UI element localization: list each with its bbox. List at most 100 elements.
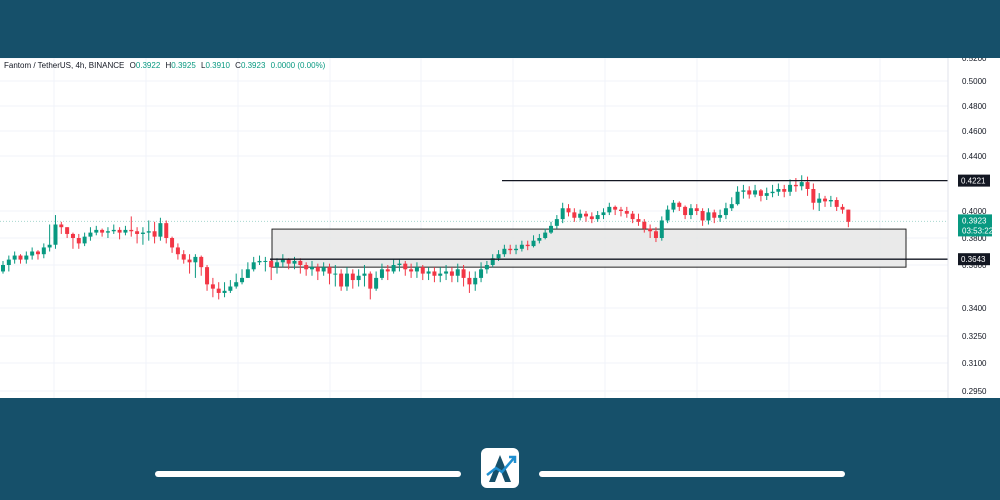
candle-body bbox=[653, 231, 658, 238]
candle-body bbox=[467, 277, 472, 285]
candle-body bbox=[782, 189, 787, 192]
candle-body bbox=[648, 228, 653, 232]
candle-body bbox=[479, 269, 484, 278]
candle-body bbox=[129, 229, 134, 232]
candle-body bbox=[514, 248, 519, 251]
candle-body bbox=[549, 225, 554, 233]
price-tick-label: 0.3250 bbox=[962, 332, 987, 341]
candle-body bbox=[432, 271, 437, 276]
candle-body bbox=[339, 273, 344, 287]
candle-body bbox=[146, 231, 151, 233]
candle-body bbox=[1, 265, 5, 272]
candle-body bbox=[793, 184, 798, 187]
candle-body bbox=[140, 232, 145, 234]
candle-body bbox=[729, 204, 734, 209]
candle-body bbox=[47, 244, 52, 248]
candle-body bbox=[374, 277, 379, 289]
candle-body bbox=[414, 267, 419, 272]
candle-body bbox=[420, 267, 425, 274]
candle-body bbox=[368, 273, 373, 289]
candle-body bbox=[723, 208, 728, 216]
candle-body bbox=[205, 267, 210, 285]
candle-body bbox=[76, 238, 81, 244]
candle-body bbox=[356, 275, 361, 281]
candle-body bbox=[216, 288, 221, 293]
candle-body bbox=[584, 213, 588, 217]
candle-body bbox=[764, 193, 769, 196]
candle-body bbox=[304, 265, 309, 270]
candle-body bbox=[263, 260, 268, 262]
candle-body bbox=[543, 232, 548, 238]
candle-body bbox=[321, 267, 326, 272]
candle-body bbox=[65, 227, 70, 234]
candle-body bbox=[385, 269, 390, 272]
candle-body bbox=[94, 229, 99, 233]
candle-body bbox=[397, 263, 402, 265]
candle-body bbox=[706, 212, 711, 221]
candle-body bbox=[18, 255, 23, 260]
candle-body bbox=[624, 211, 629, 214]
candle-body bbox=[455, 269, 460, 276]
candle-body bbox=[12, 255, 17, 260]
candle-body bbox=[519, 244, 524, 249]
candle-body bbox=[105, 231, 110, 233]
candle-body bbox=[735, 191, 740, 205]
candle-body bbox=[788, 184, 793, 192]
candle-body bbox=[158, 223, 163, 237]
candle-body bbox=[473, 277, 478, 285]
candle-body bbox=[152, 231, 157, 237]
candle-body bbox=[537, 238, 542, 241]
candle-body bbox=[572, 212, 577, 218]
candle-body bbox=[607, 206, 612, 213]
top-banner bbox=[0, 0, 1000, 58]
low-label: L bbox=[201, 61, 206, 70]
candle-body bbox=[327, 267, 332, 274]
candle-body bbox=[251, 262, 256, 270]
candle-body bbox=[747, 190, 752, 195]
candle-body bbox=[578, 213, 583, 218]
candle-body bbox=[595, 215, 600, 220]
close-value: 0.3923 bbox=[240, 61, 266, 70]
symbol-info: Fantom / TetherUS, 4h, BINANCE bbox=[4, 61, 125, 70]
candlestick-chart[interactable]: 0.5200 0.5000 0.4800 0.4600 0.4400 0.4000 0.38… bbox=[0, 58, 1000, 398]
candle-body bbox=[391, 265, 396, 272]
candle-body bbox=[175, 247, 180, 255]
candle-body bbox=[828, 200, 833, 202]
price-chart[interactable]: 0.5200 0.5000 0.4800 0.4600 0.4400 0.4000 0.38… bbox=[0, 58, 1000, 398]
candle-body bbox=[379, 269, 384, 278]
price-tick-label: 0.3400 bbox=[962, 304, 987, 313]
level-price-label: 0.4221 bbox=[961, 177, 986, 186]
candle-body bbox=[508, 248, 513, 251]
candle-body bbox=[292, 260, 297, 264]
candle-body bbox=[531, 240, 536, 247]
current-price-label: 0.3923 bbox=[962, 216, 987, 225]
candle-body bbox=[677, 202, 682, 207]
open-value: 0.3922 bbox=[135, 61, 161, 70]
price-tick-label: 0.4600 bbox=[962, 127, 987, 136]
candle-body bbox=[35, 251, 40, 255]
candle-body bbox=[566, 208, 571, 213]
brand-logo bbox=[481, 448, 519, 488]
candle-body bbox=[811, 189, 816, 203]
candle-body bbox=[309, 267, 314, 270]
support-zone bbox=[271, 228, 907, 268]
price-tick-label: 0.3600 bbox=[962, 261, 987, 270]
candle-body bbox=[333, 273, 338, 275]
candle-body bbox=[683, 206, 688, 216]
current-price-tag bbox=[958, 214, 992, 237]
candle-body bbox=[286, 259, 291, 264]
candle-body bbox=[444, 271, 449, 274]
price-tick-label: 0.3800 bbox=[962, 234, 987, 243]
candle-body bbox=[700, 211, 705, 221]
candle-body bbox=[770, 191, 775, 194]
candle-body bbox=[257, 260, 262, 263]
brand-logo-icon bbox=[486, 455, 517, 482]
candle-body bbox=[718, 215, 723, 218]
candle-body bbox=[24, 255, 29, 260]
candle-body bbox=[199, 256, 204, 268]
candle-body bbox=[753, 190, 758, 195]
candle-body bbox=[618, 209, 623, 211]
candle-body bbox=[135, 231, 140, 234]
close-label: C bbox=[235, 61, 241, 70]
candle-body bbox=[181, 254, 186, 260]
